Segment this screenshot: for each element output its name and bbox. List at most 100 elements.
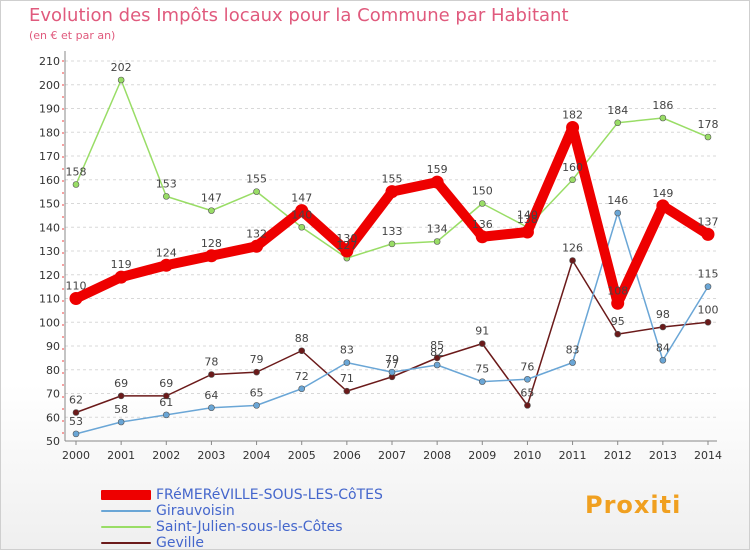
data-point xyxy=(69,292,83,305)
legend-label: Geville xyxy=(156,535,205,551)
data-point xyxy=(343,359,351,366)
data-label: 155 xyxy=(246,173,267,186)
data-label: 182 xyxy=(562,109,583,122)
data-point xyxy=(566,121,580,134)
data-label: 79 xyxy=(250,353,264,366)
data-point xyxy=(340,244,354,258)
y-tick-label: 70 xyxy=(46,388,60,401)
series-line xyxy=(71,122,713,309)
data-point xyxy=(569,257,576,264)
data-label: 91 xyxy=(475,325,489,338)
legend-swatch xyxy=(101,510,151,512)
data-point xyxy=(478,340,486,347)
data-point xyxy=(614,119,622,127)
data-point xyxy=(253,188,260,195)
data-point xyxy=(614,330,622,338)
x-tick-label: 2014 xyxy=(694,449,722,462)
x-tick-label: 2012 xyxy=(604,449,632,462)
data-label: 71 xyxy=(340,372,354,385)
data-label: 108 xyxy=(607,284,628,297)
data-point xyxy=(114,270,128,284)
data-label: 158 xyxy=(66,166,87,179)
data-point xyxy=(72,181,80,188)
data-point xyxy=(701,227,715,241)
data-point xyxy=(524,402,531,409)
data-point xyxy=(298,347,306,355)
line-chart: 50 60 70 80 90 100 110 120 130 140 150 160 170 180 190… xyxy=(39,51,722,462)
y-tick-label: 150 xyxy=(39,198,60,211)
data-label: 69 xyxy=(159,377,173,390)
data-label: 128 xyxy=(201,237,222,250)
data-point xyxy=(520,225,534,239)
data-label: 186 xyxy=(652,99,673,112)
data-point xyxy=(117,392,125,400)
data-point xyxy=(478,378,486,385)
data-point xyxy=(162,193,170,200)
y-tick-label: 200 xyxy=(39,79,60,92)
data-point xyxy=(388,368,396,376)
data-label: 126 xyxy=(562,242,583,255)
data-point xyxy=(208,207,215,214)
y-tick-label: 110 xyxy=(39,293,60,306)
data-label: 69 xyxy=(114,377,128,390)
data-point xyxy=(433,238,441,245)
data-point xyxy=(343,387,351,395)
data-point xyxy=(162,411,170,419)
proxiti-logo: Proxiti xyxy=(585,491,682,519)
data-label: 146 xyxy=(607,194,628,207)
data-point xyxy=(298,223,306,231)
data-point xyxy=(204,249,218,263)
x-tick-label: 2013 xyxy=(649,449,677,462)
data-label: 132 xyxy=(246,227,267,240)
x-tick-label: 2007 xyxy=(378,449,406,462)
data-label: 153 xyxy=(156,177,177,190)
x-tick-label: 2008 xyxy=(423,449,451,462)
data-label: 147 xyxy=(291,192,312,205)
data-point xyxy=(659,356,667,364)
data-label: 65 xyxy=(250,386,264,399)
data-label: 140 xyxy=(291,208,312,221)
x-tick-label: 2010 xyxy=(513,449,541,462)
data-label: 88 xyxy=(295,332,309,345)
data-label: 83 xyxy=(566,344,580,357)
data-label: 58 xyxy=(114,403,128,416)
data-label: 64 xyxy=(204,389,218,402)
data-point xyxy=(433,361,441,369)
y-tick-label: 50 xyxy=(46,435,60,448)
data-label: 85 xyxy=(430,339,444,352)
data-point xyxy=(433,354,441,362)
data-label: 75 xyxy=(475,363,489,376)
y-tick-label: 60 xyxy=(46,411,60,424)
data-label: 82 xyxy=(430,346,444,359)
data-label: 134 xyxy=(427,223,448,236)
data-label: 78 xyxy=(204,356,218,369)
data-point xyxy=(208,371,215,378)
data-point xyxy=(117,418,125,426)
data-label: 72 xyxy=(295,370,309,383)
data-label: 133 xyxy=(382,225,403,238)
data-label: 160 xyxy=(562,161,583,174)
x-tick-label: 2000 xyxy=(62,449,90,462)
chart-subtitle: (en € et par an) xyxy=(29,29,116,42)
data-point xyxy=(569,359,576,366)
data-point xyxy=(569,176,576,184)
data-label: 140 xyxy=(517,208,538,221)
data-point xyxy=(253,402,260,409)
y-tick-label: 190 xyxy=(39,103,60,116)
data-label: 138 xyxy=(517,213,538,226)
data-point xyxy=(614,209,622,217)
data-label: 98 xyxy=(656,308,670,321)
legend-swatch xyxy=(101,526,151,528)
data-label: 130 xyxy=(336,232,357,245)
data-point xyxy=(385,185,399,199)
y-tick-label: 100 xyxy=(39,316,60,329)
data-label: 62 xyxy=(69,394,83,407)
data-point xyxy=(656,199,670,213)
data-label: 147 xyxy=(201,192,222,205)
data-label: 124 xyxy=(156,246,177,259)
data-label: 155 xyxy=(382,173,403,186)
data-label: 95 xyxy=(611,315,625,328)
x-tick-label: 2006 xyxy=(333,449,361,462)
data-label: 119 xyxy=(111,258,132,271)
data-label: 159 xyxy=(427,163,448,176)
